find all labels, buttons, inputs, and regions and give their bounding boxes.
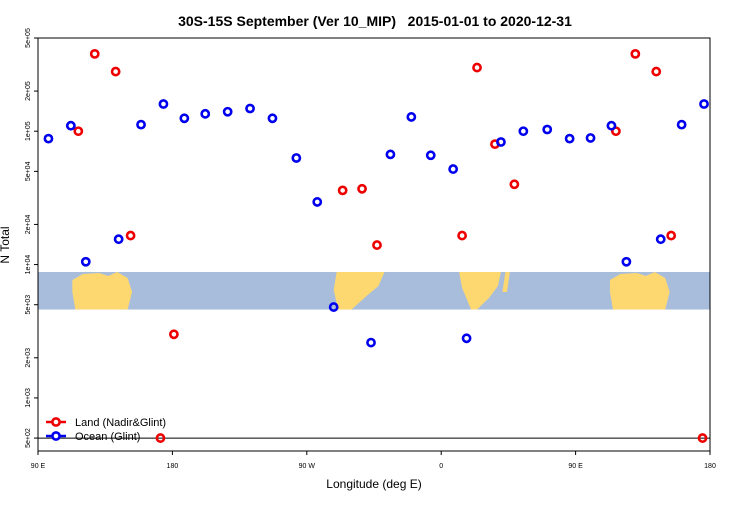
continent-map-band bbox=[38, 271, 710, 310]
land-data-point bbox=[697, 433, 708, 443]
legend-label: Ocean (Glint) bbox=[75, 431, 140, 443]
x-tick-label: 90 W bbox=[299, 463, 316, 470]
ocean-data-point bbox=[518, 126, 529, 137]
y-axis-label: N Total bbox=[0, 226, 12, 263]
legend-label: Land (Nadir&Glint) bbox=[75, 417, 166, 429]
land-data-point bbox=[666, 230, 677, 241]
land-data-point bbox=[357, 183, 367, 194]
ocean-data-point bbox=[65, 120, 76, 131]
ocean-data-point bbox=[366, 337, 376, 348]
y-tick-label: 1e+03 bbox=[25, 388, 32, 408]
x-tick-label: 180 bbox=[167, 463, 179, 470]
x-tick-label: 90 E bbox=[568, 463, 583, 470]
legend-marker bbox=[51, 417, 61, 427]
ocean-data-point bbox=[43, 133, 54, 144]
ocean-data-point bbox=[158, 99, 169, 109]
ocean-data-point bbox=[245, 103, 255, 114]
ocean-data-point bbox=[136, 119, 146, 130]
chart-title: 30S-15S September (Ver 10_MIP) 2015-01-0… bbox=[178, 13, 572, 29]
y-tick-label: 2e+04 bbox=[25, 214, 32, 234]
ocean-data-point bbox=[542, 124, 553, 135]
y-tick-label: 2e+03 bbox=[25, 348, 32, 368]
y-tick-label: 5e+04 bbox=[25, 161, 32, 181]
ocean-data-point bbox=[328, 302, 339, 312]
ocean-data-point bbox=[425, 150, 436, 161]
ocean-data-point bbox=[676, 119, 687, 130]
y-tick-label: 1e+05 bbox=[25, 121, 32, 141]
land-australia bbox=[72, 271, 133, 310]
ocean-data-point bbox=[448, 164, 459, 174]
ocean-data-point bbox=[267, 113, 278, 124]
ocean-data-point bbox=[585, 133, 596, 143]
ocean-data-point bbox=[606, 120, 617, 131]
plot-frame bbox=[37, 37, 711, 452]
ocean-data-point bbox=[113, 234, 124, 245]
y-tick-label: 5e+02 bbox=[25, 428, 32, 448]
y-tick-label: 5e+03 bbox=[25, 295, 32, 315]
legend-marker bbox=[51, 431, 61, 441]
land-data-point bbox=[110, 66, 121, 77]
ocean-data-point bbox=[385, 149, 396, 160]
data-points bbox=[43, 48, 709, 443]
legend: Land (Nadir&Glint) Ocean (Glint) bbox=[46, 417, 166, 443]
x-axis-label: Longitude (deg E) bbox=[326, 477, 421, 491]
land-data-point bbox=[630, 48, 641, 59]
land-data-point bbox=[372, 240, 382, 250]
land-madagascar bbox=[502, 271, 510, 292]
land-data-point bbox=[168, 329, 179, 340]
land-africa bbox=[459, 271, 501, 310]
land-australia-repeat bbox=[609, 271, 670, 310]
land-data-point bbox=[337, 185, 348, 196]
land-data-point bbox=[651, 66, 662, 77]
ocean-data-point bbox=[200, 108, 211, 119]
ocean-data-point bbox=[179, 113, 190, 124]
land-south-america bbox=[333, 271, 385, 310]
ocean-data-point bbox=[621, 256, 632, 267]
ocean-data-point bbox=[699, 99, 709, 109]
land-data-point bbox=[457, 230, 468, 241]
ocean-data-point bbox=[564, 133, 575, 144]
ocean-data-point bbox=[312, 197, 323, 207]
x-tick-label: 180 bbox=[704, 463, 716, 470]
ocean-data-point bbox=[406, 112, 417, 122]
ocean-data-point bbox=[80, 256, 91, 267]
land-data-point bbox=[472, 62, 482, 73]
y-tick-label: 5e+05 bbox=[25, 28, 32, 48]
land-data-point bbox=[73, 126, 84, 137]
y-tick-label: 2e+05 bbox=[25, 81, 32, 101]
ocean-data-point bbox=[291, 153, 302, 163]
plot-axes: 5e+02 1e+03 2e+03 5e+03 1e+04 2e+04 5e+04 1e+05… bbox=[25, 28, 716, 470]
x-tick-label: 0 bbox=[439, 463, 443, 470]
ocean-data-point bbox=[655, 234, 666, 245]
ocean-data-point bbox=[222, 106, 233, 117]
land-data-point bbox=[155, 433, 166, 443]
land-data-point bbox=[125, 230, 136, 241]
x-tick-label: 90 E bbox=[31, 463, 46, 470]
ocean-data-point bbox=[461, 333, 472, 344]
y-tick-label: 1e+04 bbox=[25, 255, 32, 275]
ocean-data-point bbox=[496, 137, 506, 147]
land-data-point bbox=[89, 48, 100, 59]
land-data-point bbox=[509, 179, 520, 190]
